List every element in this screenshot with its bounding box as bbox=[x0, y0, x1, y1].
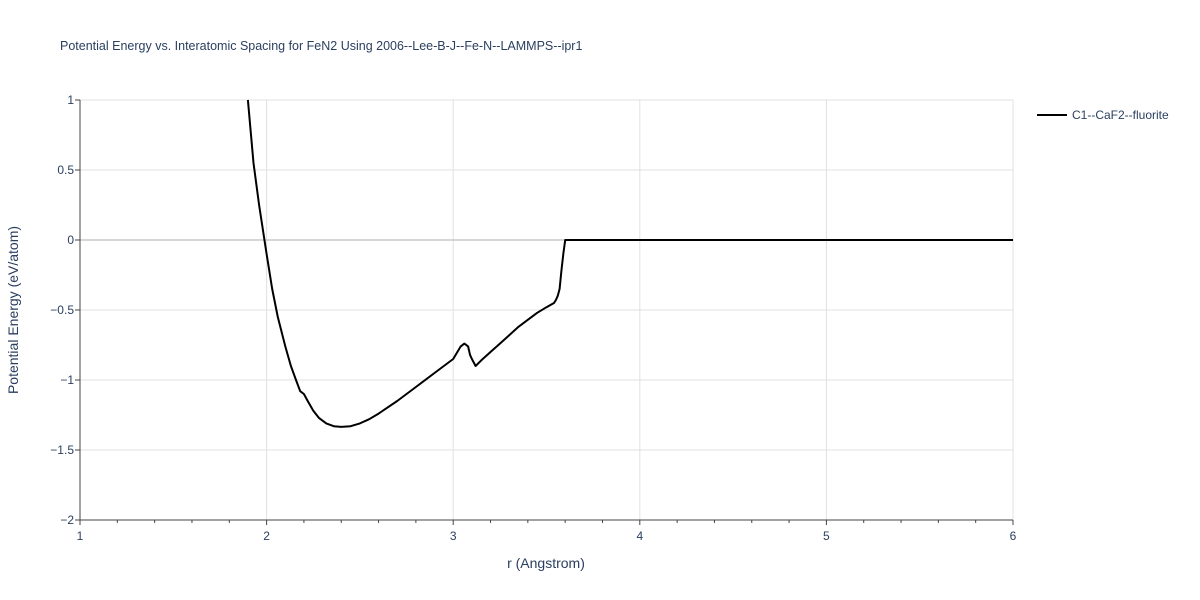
x-tick-label: 4 bbox=[636, 529, 643, 543]
x-tick-label: 1 bbox=[77, 529, 84, 543]
series-group bbox=[246, 99, 1013, 428]
legend[interactable]: C1--CaF2--fluorite bbox=[1037, 108, 1169, 122]
y-tick-label: −1.5 bbox=[50, 443, 74, 457]
x-axis-ticks: 1 2 3 4 5 6 bbox=[77, 520, 1017, 543]
y-axis-ticks: −2 −1.5 −1 −0.5 0 0.5 1 bbox=[50, 93, 80, 527]
x-tick-label: 5 bbox=[823, 529, 830, 543]
y-tick-label: −0.5 bbox=[50, 303, 74, 317]
legend-label: C1--CaF2--fluorite bbox=[1072, 108, 1169, 122]
series-line bbox=[246, 99, 1013, 428]
y-tick-label: −1 bbox=[60, 373, 74, 387]
x-axis-title: r (Angstrom) bbox=[507, 555, 585, 571]
y-tick-label: 0.5 bbox=[57, 163, 74, 177]
chart-title: Potential Energy vs. Interatomic Spacing… bbox=[60, 39, 582, 53]
y-tick-label: 0 bbox=[67, 233, 74, 247]
y-axis-title: Potential Energy (eV/atom) bbox=[5, 226, 21, 394]
y-gridlines bbox=[80, 99, 1013, 451]
y-tick-label: 1 bbox=[67, 93, 74, 107]
x-tick-label: 3 bbox=[450, 529, 457, 543]
x-tick-label: 2 bbox=[263, 529, 270, 543]
x-tick-label: 6 bbox=[1010, 529, 1017, 543]
y-tick-label: −2 bbox=[60, 513, 74, 527]
